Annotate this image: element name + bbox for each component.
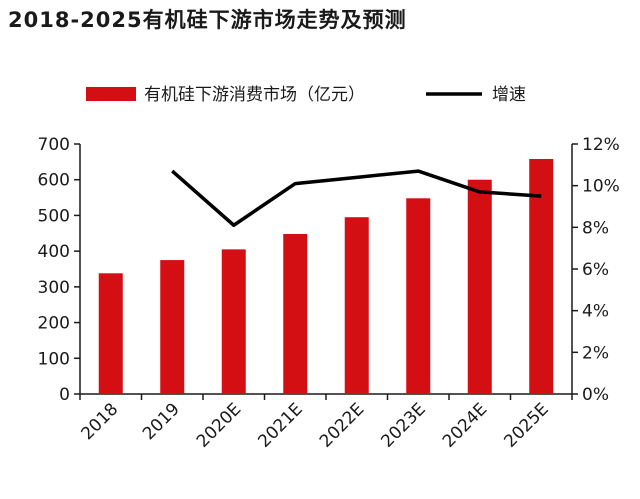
- x-tick-label: 2022E: [316, 399, 368, 451]
- bar: [98, 273, 123, 394]
- legend-swatch-bar: [86, 87, 136, 101]
- right-tick-label: 4%: [582, 302, 609, 322]
- bar: [160, 260, 185, 394]
- x-tick-label: 2023E: [377, 399, 429, 451]
- left-tick-label: 200: [38, 314, 70, 334]
- x-tick-label: 2021E: [254, 399, 306, 451]
- right-tick-label: 12%: [582, 135, 620, 155]
- left-tick-label: 500: [38, 206, 70, 226]
- left-tick-label: 400: [38, 242, 70, 262]
- left-tick-label: 0: [59, 385, 70, 405]
- bar: [406, 198, 431, 394]
- left-tick-label: 300: [38, 278, 70, 298]
- legend-label-bar: 有机硅下游消费市场（亿元）: [144, 85, 365, 105]
- bar: [283, 234, 308, 394]
- right-tick-label: 2%: [582, 343, 609, 363]
- right-tick-label: 10%: [582, 177, 620, 197]
- left-tick-label: 700: [38, 135, 70, 155]
- x-tick-label: 2019: [139, 399, 184, 444]
- right-tick-label: 0%: [582, 385, 609, 405]
- x-tick-label: 2020E: [193, 399, 245, 451]
- right-tick-label: 8%: [582, 218, 609, 238]
- right-tick-label: 6%: [582, 260, 609, 280]
- bar: [344, 217, 369, 394]
- legend: 有机硅下游消费市场（亿元） 增速: [86, 85, 526, 105]
- bar: [529, 159, 554, 394]
- bar: [221, 249, 246, 394]
- bar: [467, 179, 492, 394]
- x-tick-label: 2025E: [500, 399, 552, 451]
- legend-label-line: 增速: [492, 85, 526, 105]
- left-tick-label: 100: [38, 349, 70, 369]
- x-tick-label: 2024E: [439, 399, 491, 451]
- left-tick-label: 600: [38, 171, 70, 191]
- x-tick-label: 2018: [78, 399, 123, 444]
- chart-title: 2018-2025有机硅下游市场走势及预测: [8, 8, 407, 32]
